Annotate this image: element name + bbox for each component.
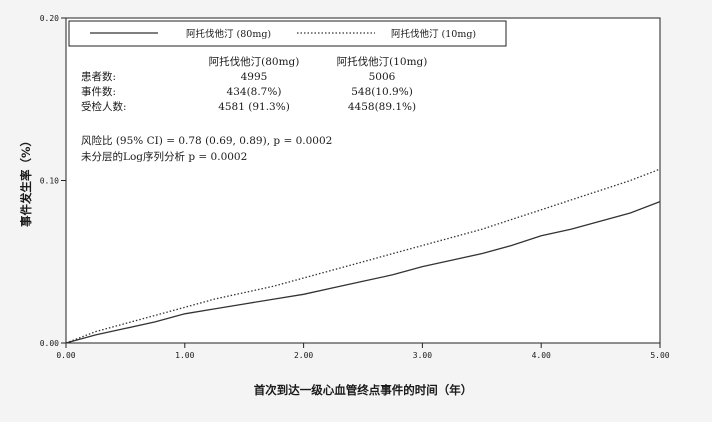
annotation-logrank: 未分层的Log序列分析 p = 0.0002 xyxy=(81,150,247,163)
axis-ticks: 0.00 1.00 2.00 3.00 4.00 5.00 0.00 0.10 0.20 xyxy=(40,14,670,360)
plot-area xyxy=(65,17,661,344)
annotation-row-value-examined-10: 4458(89.1%) xyxy=(348,101,416,113)
annotation-row-value-events-80: 434(8.7%) xyxy=(227,86,282,98)
series-line-1 xyxy=(65,200,661,344)
x-tick-label: 0.00 xyxy=(56,351,75,360)
series-layer xyxy=(65,168,661,344)
x-tick-label: 3.00 xyxy=(413,351,432,360)
annotation-row-value-patients-80: 4995 xyxy=(241,71,268,83)
y-tick-label: 0.10 xyxy=(40,177,59,186)
annotation-row-value-patients-10: 5006 xyxy=(369,71,396,83)
x-axis-label: 首次到达一级心血管终点事件的时间（年） xyxy=(254,383,473,397)
annotation-row-value-events-10: 548(10.9%) xyxy=(351,86,413,98)
annotation-row-label-events: 事件数: xyxy=(81,85,116,98)
annotation-row-value-examined-80: 4581 (91.3%) xyxy=(218,101,290,113)
legend-label-series-2: 阿托伐他汀 (10mg) xyxy=(391,28,476,40)
annotation-col-header-2: 阿托伐他汀(10mg) xyxy=(337,55,428,68)
series-line-2 xyxy=(65,168,661,344)
y-tick-label: 0.00 xyxy=(40,339,59,348)
annotation-row-label-examined: 受检人数: xyxy=(81,100,127,113)
annotation-row-label-patients: 患者数: xyxy=(81,70,116,83)
legend-label-series-1: 阿托伐他汀 (80mg) xyxy=(186,28,271,40)
x-tick-label: 5.00 xyxy=(650,351,669,360)
y-axis-label: 事件发生率（%） xyxy=(19,135,33,227)
annotation-hazard-ratio: 风险比 (95% CI) = 0.78 (0.69, 0.89), p = 0.… xyxy=(81,134,332,147)
x-tick-label: 1.00 xyxy=(175,351,194,360)
annotation-col-header-1: 阿托伐他汀(80mg) xyxy=(209,55,300,68)
x-tick-label: 4.00 xyxy=(532,351,551,360)
y-tick-label: 0.20 xyxy=(40,14,59,23)
x-tick-label: 2.00 xyxy=(294,351,313,360)
